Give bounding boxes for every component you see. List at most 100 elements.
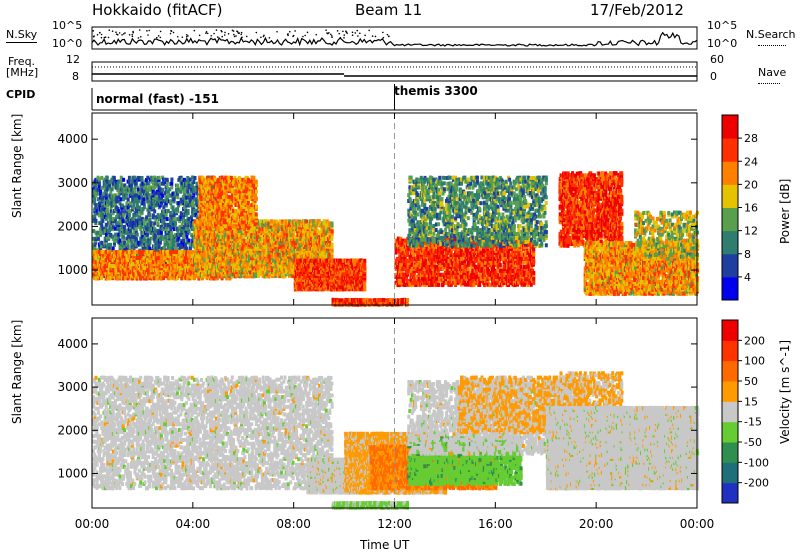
power-cell (166, 217, 169, 221)
nsearch-point (97, 34, 99, 36)
nsearch-point (383, 37, 385, 39)
power-cell (100, 223, 103, 227)
nsearch-point (213, 33, 215, 35)
power-cell (95, 184, 98, 188)
power-cell (93, 198, 96, 202)
nsearch-point (138, 37, 140, 39)
nsearch-point (327, 33, 329, 35)
nsearch-point (115, 31, 117, 33)
nsearch-point (160, 37, 162, 39)
nsearch-point (356, 30, 358, 32)
nsearch-point (224, 32, 226, 34)
power-cell (95, 219, 98, 223)
power-cell (143, 205, 146, 209)
nsearch-point (186, 36, 188, 38)
nsearch-point (194, 30, 196, 32)
power-cell (149, 217, 152, 221)
nsearch-point (101, 37, 103, 39)
nsearch-point (263, 36, 265, 38)
nsearch-point (116, 33, 118, 35)
nsearch-point (99, 32, 101, 34)
power-cell (186, 190, 189, 194)
power-cell (192, 189, 195, 193)
power-cell (187, 209, 190, 213)
power-cell (157, 221, 160, 225)
nsearch-point (132, 36, 134, 38)
power-cell (166, 184, 169, 188)
nsearch-point (260, 37, 262, 39)
nsearch-point (170, 33, 172, 35)
power-cell (170, 178, 173, 182)
nsearch-point (240, 34, 242, 36)
power-cell (169, 211, 172, 215)
nsearch-point (210, 35, 212, 37)
nsearch-point (177, 36, 179, 38)
power-cell (98, 182, 101, 186)
nsearch-point (340, 37, 342, 39)
power-cell (101, 219, 104, 223)
nsearch-point (132, 32, 134, 34)
power-cell (166, 178, 169, 182)
nsearch-point (217, 36, 219, 38)
power-cell (176, 207, 179, 211)
nsearch-point (216, 29, 218, 31)
power-cell (106, 176, 109, 180)
nsearch-point (124, 32, 126, 34)
power-cell (188, 239, 191, 243)
nsearch-point (158, 35, 160, 37)
nsearch-point (139, 29, 141, 31)
nsearch-point (173, 32, 175, 34)
power-cell (100, 176, 103, 180)
power-cell (128, 213, 131, 217)
power-cell (135, 227, 138, 231)
nsearch-point (235, 35, 237, 37)
power-cell (129, 229, 132, 233)
power-cell (112, 247, 115, 251)
nsearch-point (343, 34, 345, 36)
nsearch-point (345, 30, 347, 32)
nsearch-point (140, 36, 142, 38)
nsearch-point (354, 32, 356, 34)
nsearch-point (331, 35, 333, 37)
power-cell (173, 242, 176, 246)
power-cell (159, 241, 162, 245)
power-cell (106, 207, 109, 211)
power-cell (147, 181, 150, 185)
power-cell (143, 202, 146, 206)
nsearch-point (129, 34, 131, 36)
power-cell (136, 233, 139, 237)
power-cell (188, 183, 191, 187)
nsearch-point (372, 35, 374, 37)
nsearch-point (104, 37, 106, 39)
nsearch-point (148, 30, 150, 32)
power-cell (165, 213, 168, 217)
nsearch-point (375, 36, 377, 38)
power-cell (127, 198, 130, 202)
power-cell (111, 187, 114, 191)
power-cell (170, 182, 173, 186)
power-cell (123, 225, 126, 229)
nsearch-point (236, 30, 238, 32)
nsearch-point (234, 36, 236, 38)
power-cell (194, 176, 197, 180)
rti-figure: Hokkaido (fitACF) Beam 11 17/Feb/2012 N.… (0, 0, 800, 554)
nsearch-point (228, 33, 230, 35)
power-cell (127, 244, 130, 248)
power-cell (161, 188, 164, 192)
nsearch-point (93, 36, 95, 38)
power-cell (113, 176, 116, 180)
nsearch-point (364, 35, 366, 37)
nsearch-point (160, 31, 162, 33)
power-cell (176, 184, 179, 188)
power-cell (188, 229, 191, 233)
nsky-series (92, 33, 697, 46)
nsearch-point (292, 36, 294, 38)
nsearch-point (246, 36, 248, 38)
nsearch-point (93, 30, 95, 32)
nsearch-point (147, 34, 149, 36)
nsearch-point (241, 32, 243, 34)
nsearch-point (146, 30, 148, 32)
nsearch-point (359, 33, 361, 35)
nsearch-point (269, 37, 271, 39)
nsearch-point (207, 33, 209, 35)
